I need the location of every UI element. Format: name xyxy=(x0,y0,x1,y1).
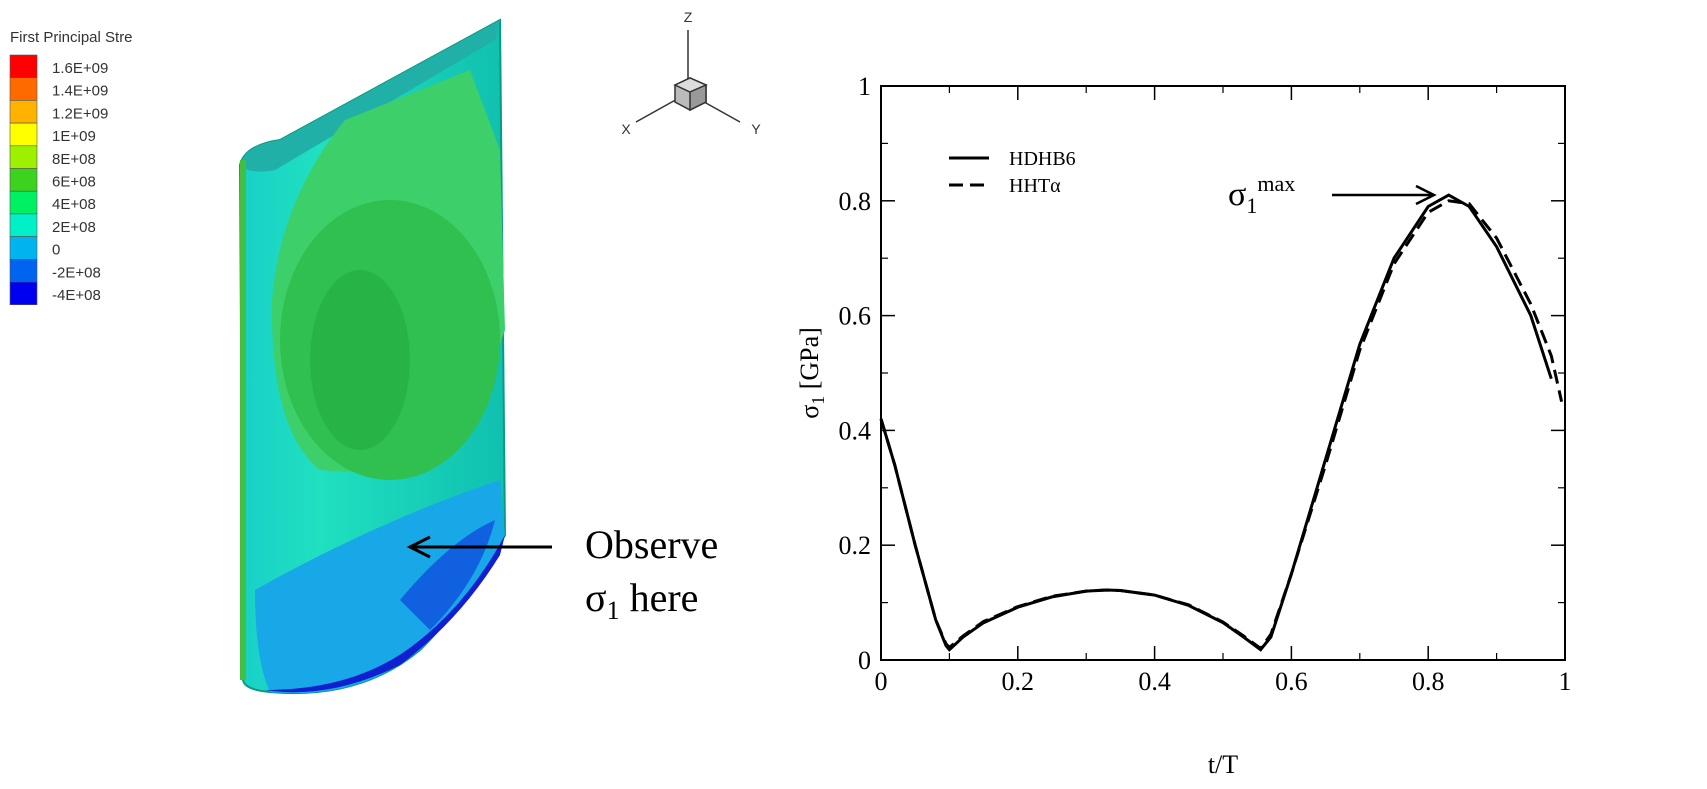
triad-label: Y xyxy=(751,121,761,137)
x-tick-label: 0.6 xyxy=(1275,667,1308,696)
y-tick-label: 0.2 xyxy=(839,531,872,560)
annotation-rest: here xyxy=(620,575,699,620)
x-tick-label: 1 xyxy=(1559,667,1572,696)
legend-label: 1.4E+09 xyxy=(52,83,108,100)
legend-swatch xyxy=(10,191,37,214)
legend-label: 0 xyxy=(52,242,60,259)
legend-label: 6E+08 xyxy=(52,174,96,191)
legend-label: -2E+08 xyxy=(52,264,101,281)
legend-swatch xyxy=(10,214,37,237)
axis-triad xyxy=(636,30,740,122)
series-line xyxy=(881,195,1551,650)
legend-label: 8E+08 xyxy=(52,151,96,168)
contour-legend-title: First Principal Stre xyxy=(10,29,133,46)
y-tick-label: 0.6 xyxy=(839,302,872,331)
legend-swatch xyxy=(10,55,37,78)
x-tick-label: 0 xyxy=(875,667,888,696)
y-tick-label: 1 xyxy=(858,72,871,101)
annotation-text: σ1 here xyxy=(585,575,698,625)
annotation-text: Observe xyxy=(585,522,718,567)
peak-label: σ1max xyxy=(1228,171,1295,218)
y-axis-label: σ1 [GPa] xyxy=(795,327,828,419)
legend-label: HDHB6 xyxy=(1009,148,1076,170)
legend-swatch xyxy=(10,100,37,123)
peak-sub: 1 xyxy=(1246,193,1257,218)
plot-frame xyxy=(881,86,1565,660)
legend-label: 4E+08 xyxy=(52,196,96,213)
legend-swatch xyxy=(10,146,37,169)
legend-label: 2E+08 xyxy=(52,219,96,236)
legend-label: 1.6E+09 xyxy=(52,60,108,77)
x-axis-label: t/T xyxy=(1208,750,1238,779)
figure: Z X Y First Principal Stre 1.6E+09 1.4E+0… xyxy=(0,0,1707,789)
x-tick-label: 0.8 xyxy=(1412,667,1445,696)
legend-swatch xyxy=(10,123,37,146)
legend-swatch xyxy=(10,78,37,101)
y-label-symbol: σ xyxy=(795,405,824,419)
blade-contour xyxy=(240,20,505,693)
legend-swatch xyxy=(10,282,37,305)
series-line xyxy=(881,201,1562,649)
line-chart: 0 0.2 0.4 0.6 0.8 1 0 0.2 0.4 0.6 0.8 1 HDHB6 HHTα xyxy=(839,72,1572,696)
y-tick-label: 0 xyxy=(858,646,871,675)
x-tick-label: 0.4 xyxy=(1138,667,1171,696)
annotation-symbol: σ xyxy=(585,575,607,620)
annotation-sub: 1 xyxy=(607,596,620,625)
legend-label: HHTα xyxy=(1009,175,1061,197)
legend-label: 1.2E+09 xyxy=(52,105,108,122)
y-tick-label: 0.4 xyxy=(839,416,872,445)
y-label-unit: [GPa] xyxy=(795,327,824,396)
y-label-sub: 1 xyxy=(808,396,828,405)
peak-symbol: σ xyxy=(1228,176,1246,213)
contour-legend: 1.6E+09 1.4E+09 1.2E+09 1E+09 8E+08 6E+08 4E+0… xyxy=(10,55,108,305)
y-tick-label: 0.8 xyxy=(839,187,872,216)
peak-sup: max xyxy=(1257,171,1295,196)
legend-swatch xyxy=(10,259,37,282)
legend-swatch xyxy=(10,237,37,260)
legend-label: 1E+09 xyxy=(52,128,96,145)
triad-label: Z xyxy=(684,9,693,25)
legend-label: -4E+08 xyxy=(52,287,101,304)
peak-arrow xyxy=(1332,186,1434,204)
legend-swatch xyxy=(10,169,37,192)
triad-label: X xyxy=(621,121,631,137)
x-tick-label: 0.2 xyxy=(1002,667,1035,696)
